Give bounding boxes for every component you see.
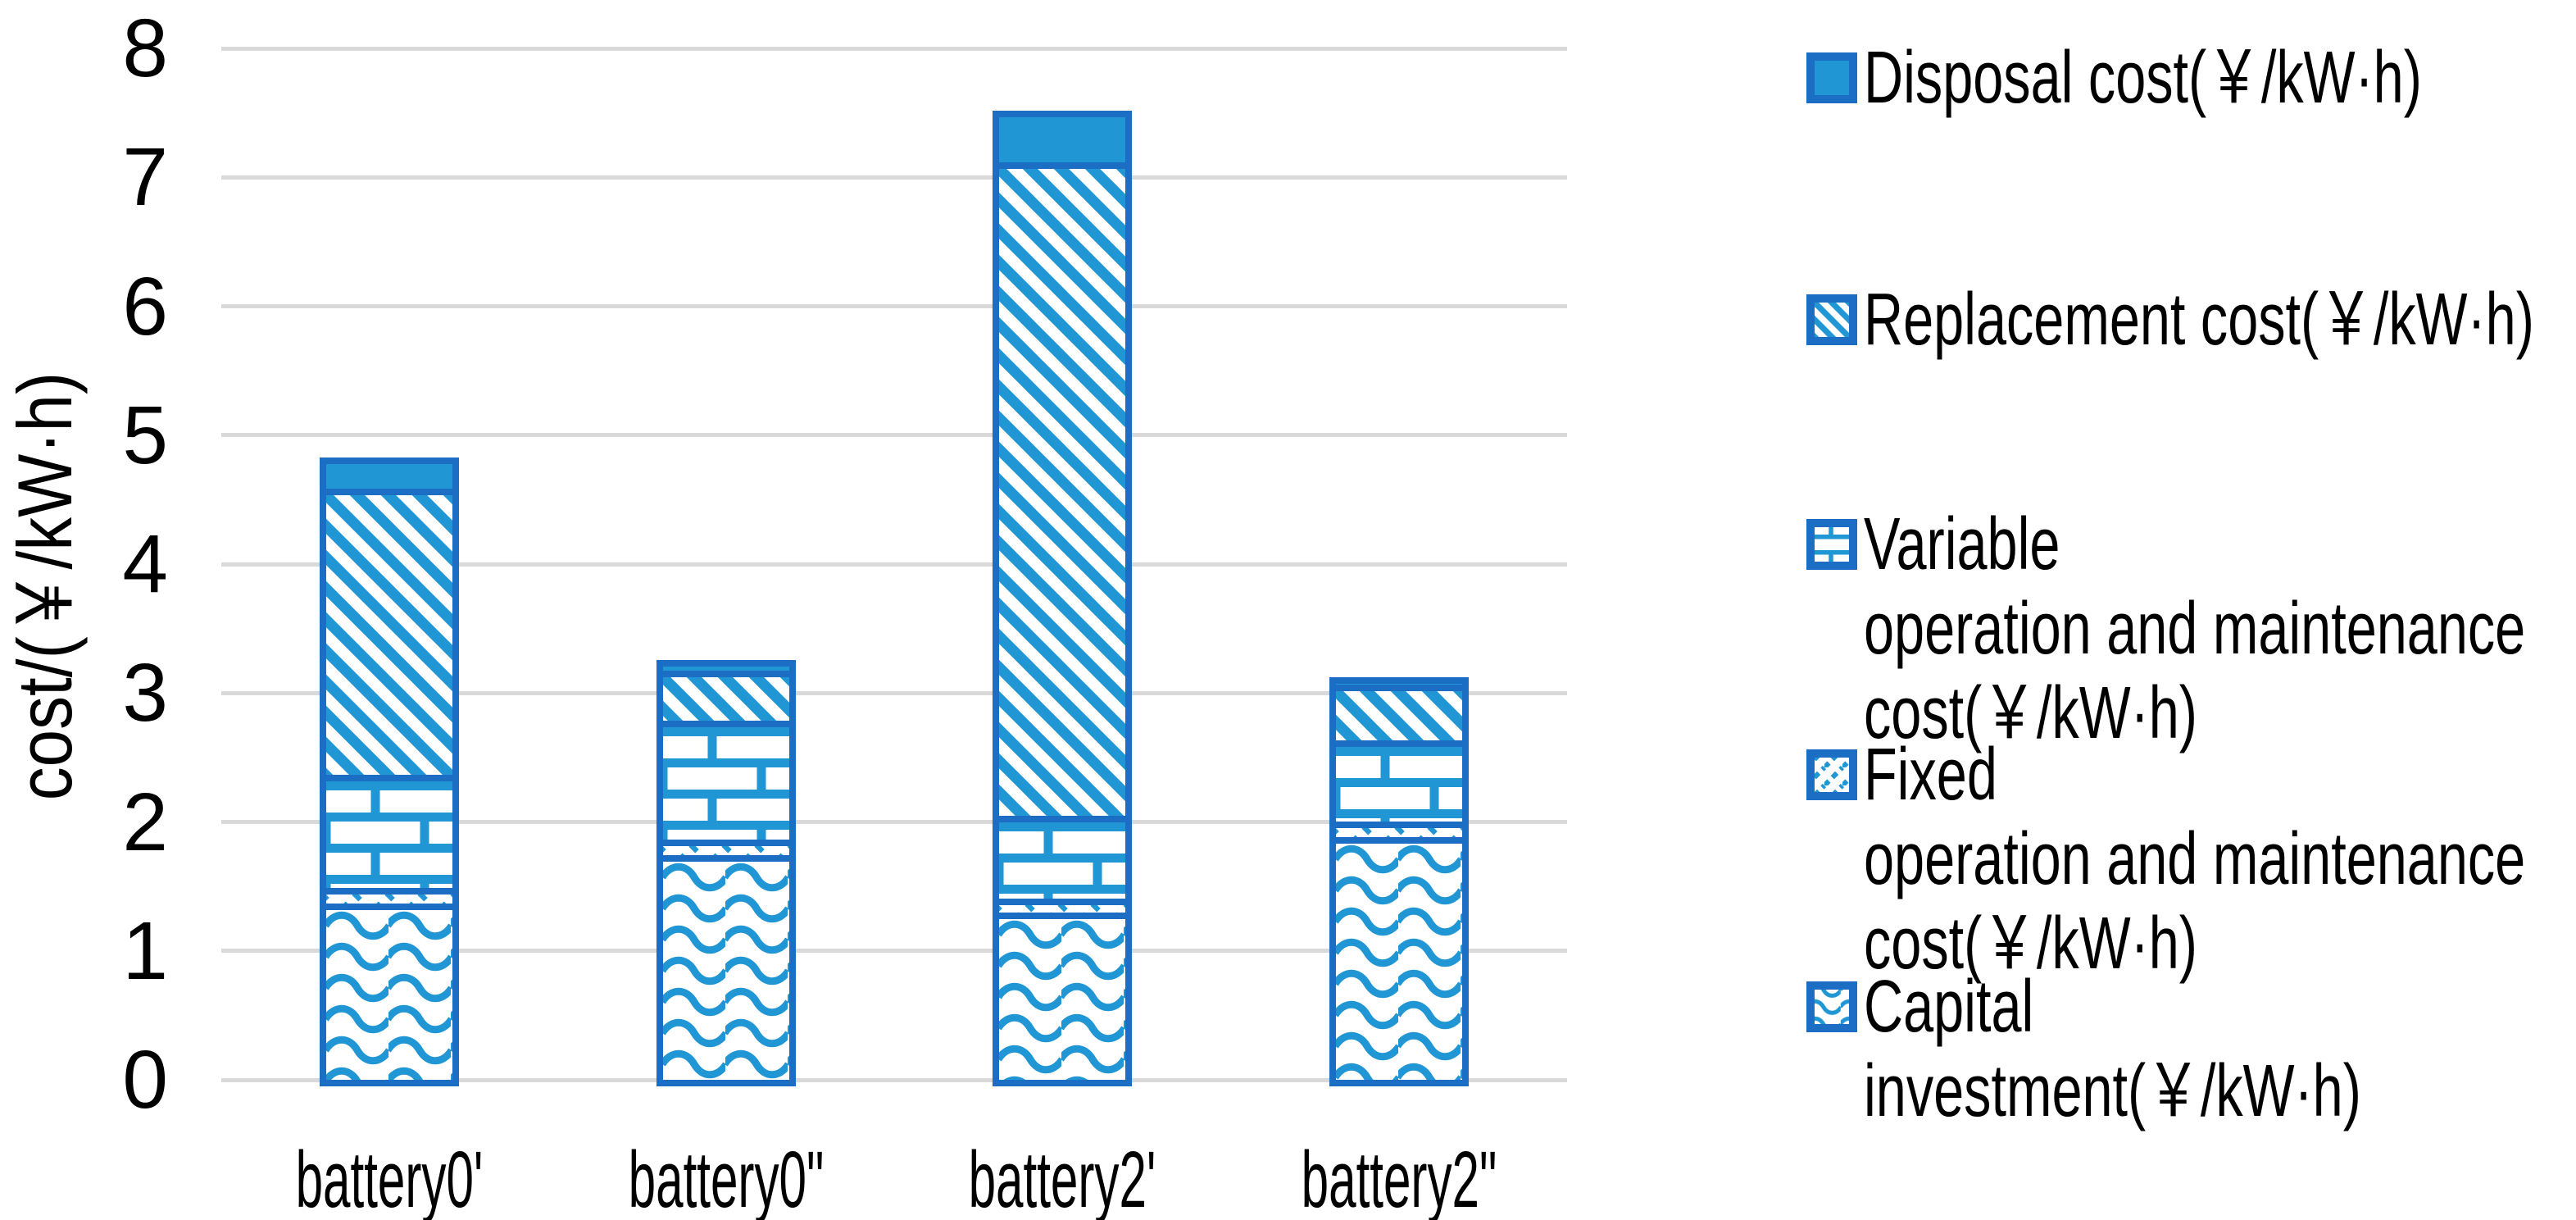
legend-label: Disposal cost(￥/kW·h) — [1864, 36, 2422, 121]
gridline-y-3 — [221, 690, 1567, 695]
legend-label-line: operation and maintenance — [1864, 588, 2526, 670]
gridline-y-7 — [221, 175, 1567, 180]
x-tick-label-battery2': battery2' — [968, 1135, 1156, 1220]
segment-wave-battery0' — [320, 904, 460, 1086]
segment-wave-battery0" — [656, 855, 796, 1086]
gridline-y-8 — [221, 46, 1567, 51]
legend-key-replacement-icon — [1806, 294, 1857, 345]
segment-diag-battery2' — [993, 162, 1133, 822]
y-tick-label-0: 0 — [122, 1034, 168, 1126]
legend-label: Fixed operation and maintenance cost(￥/k… — [1864, 733, 2525, 986]
x-tick-label-battery2": battery2" — [1301, 1135, 1497, 1220]
legend-label: Replacement cost(￥/kW·h) — [1864, 278, 2534, 362]
legend-item-disposal: Disposal cost(￥/kW·h) — [1806, 36, 2576, 121]
legend-item-capital: Capital investment(￥/kW·h) — [1806, 965, 2536, 1134]
bar-battery2" — [1329, 677, 1469, 1086]
y-tick-label-2: 2 — [122, 776, 168, 868]
legend-label-line: cost(￥/kW·h) — [1864, 672, 2197, 754]
y-tick-label-7: 7 — [122, 131, 168, 224]
y-tick-label-4: 4 — [122, 518, 168, 610]
gridline-y-1 — [221, 949, 1567, 954]
y-tick-label-5: 5 — [122, 389, 168, 481]
legend-label: Variable operation and maintenance cost(… — [1864, 503, 2525, 756]
segment-brick-battery0" — [656, 721, 796, 846]
gridline-y-0 — [221, 1077, 1567, 1082]
legend-label-line: operation and maintenance — [1864, 818, 2526, 900]
y-tick-label-3: 3 — [122, 647, 168, 740]
legend-label-line: cost(￥/kW·h) — [1864, 903, 2197, 985]
segment-brick-battery2" — [1329, 740, 1469, 828]
plot-area — [221, 46, 1567, 1086]
legend-key-fixed-om-icon — [1806, 749, 1857, 800]
segment-wave-battery2' — [993, 913, 1133, 1086]
bar-battery2' — [993, 111, 1133, 1086]
legend: Disposal cost(￥/kW·h) Replacement cost(￥… — [1806, 0, 2576, 1220]
segment-diag-battery0' — [320, 489, 460, 781]
x-tick-label-battery0": battery0" — [628, 1135, 825, 1220]
bar-battery0' — [320, 458, 460, 1086]
legend-key-capital-icon — [1806, 981, 1857, 1032]
gridline-y-6 — [221, 304, 1567, 308]
legend-label-line: Replacement cost(￥/kW·h) — [1864, 279, 2534, 361]
legend-key-disposal-icon — [1806, 52, 1857, 103]
legend-label-line: investment(￥/kW·h) — [1864, 1050, 2361, 1132]
gridline-y-2 — [221, 820, 1567, 824]
legend-label-line: Disposal cost(￥/kW·h) — [1864, 37, 2422, 119]
gridline-y-4 — [221, 562, 1567, 567]
legend-item-fixed-om: Fixed operation and maintenance cost(￥/k… — [1806, 733, 2576, 986]
gridline-y-5 — [221, 433, 1567, 438]
y-tick-label-8: 8 — [122, 2, 168, 94]
legend-label-line: Variable — [1864, 503, 2060, 585]
x-tick-label-battery0': battery0' — [295, 1135, 484, 1220]
legend-label: Capital investment(￥/kW·h) — [1864, 965, 2361, 1134]
legend-label-line: Capital — [1864, 966, 2034, 1048]
y-tick-label-6: 6 — [122, 260, 168, 353]
legend-item-replacement: Replacement cost(￥/kW·h) — [1806, 278, 2576, 362]
segment-diag-battery2" — [1329, 685, 1469, 747]
segment-brick-battery2' — [993, 816, 1133, 905]
segment-solid-battery2' — [993, 111, 1133, 169]
segment-diag-battery0" — [656, 671, 796, 727]
segment-brick-battery0' — [320, 775, 460, 895]
legend-key-variable-om-icon — [1806, 519, 1857, 570]
segment-wave-battery2" — [1329, 837, 1469, 1086]
legend-item-variable-om: Variable operation and maintenance cost(… — [1806, 503, 2576, 756]
y-tick-label-1: 1 — [122, 904, 168, 997]
legend-label-line: Fixed — [1864, 734, 1997, 816]
bar-battery0" — [656, 660, 796, 1086]
